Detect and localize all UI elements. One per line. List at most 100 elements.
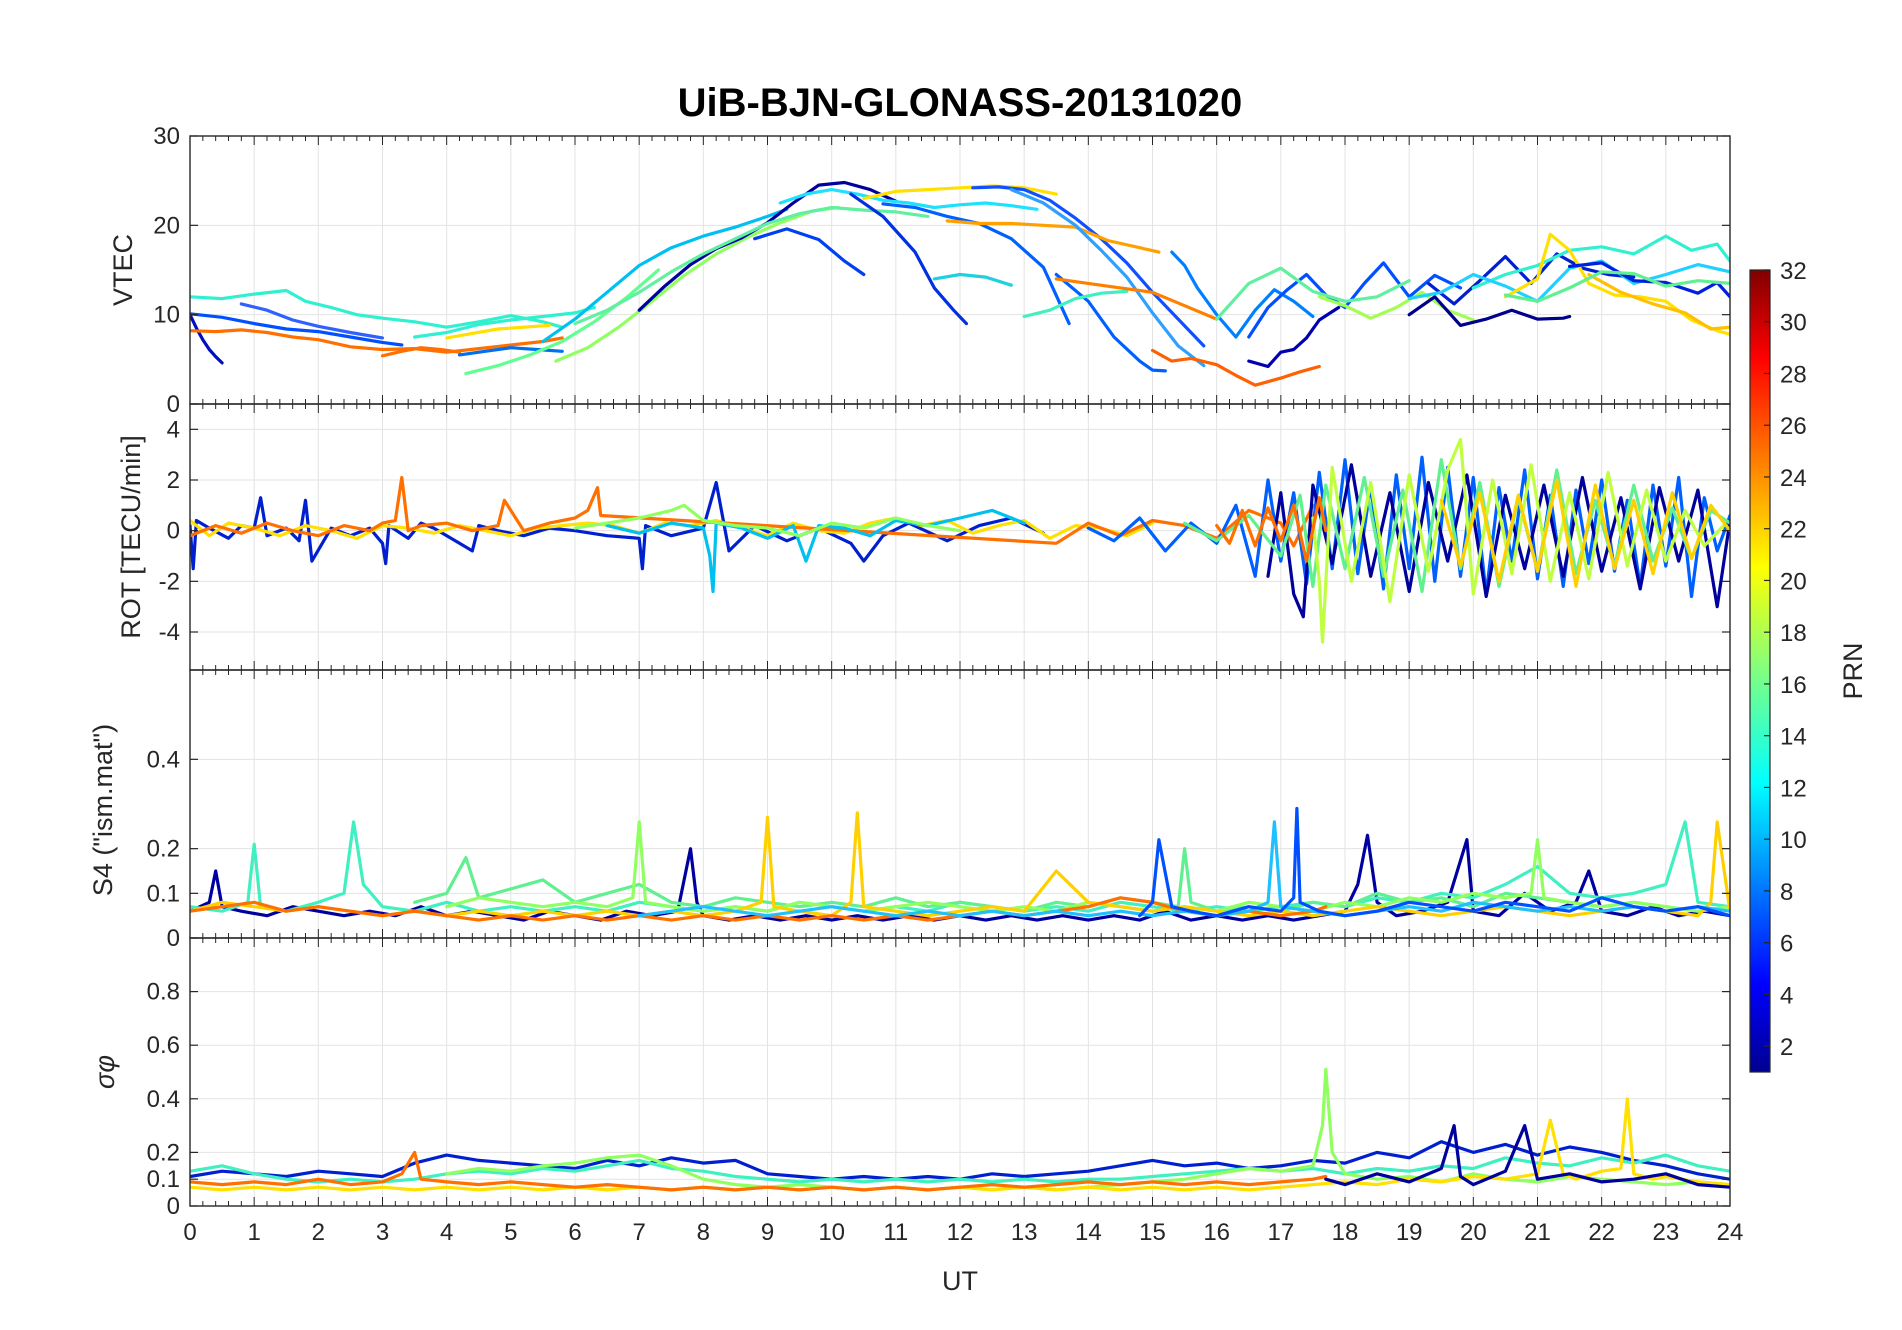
y-tick-label: 0.2 bbox=[147, 836, 180, 863]
s4-ylabel: S4 ("ism.mat") bbox=[88, 724, 118, 896]
x-tick-label: 8 bbox=[697, 1219, 710, 1246]
series-line bbox=[1439, 478, 1730, 589]
s4-series bbox=[190, 806, 1730, 922]
series-line bbox=[1247, 261, 1463, 339]
y-tick-label: 0 bbox=[167, 518, 180, 545]
series-line bbox=[239, 302, 385, 340]
y-tick-label: 0.4 bbox=[147, 1086, 180, 1113]
colorbar-label: PRN bbox=[1838, 642, 1868, 699]
x-tick-label: 18 bbox=[1332, 1219, 1359, 1246]
x-tick-label: 9 bbox=[761, 1219, 774, 1246]
colorbar-tick-label: 2 bbox=[1780, 1034, 1793, 1061]
series-line bbox=[945, 219, 1161, 254]
sigma-phi-ylabel: σφ bbox=[90, 1055, 120, 1089]
colorbar-tick-label: 4 bbox=[1780, 982, 1793, 1009]
y-tick-label: 0.4 bbox=[147, 746, 180, 773]
colorbar-tick-label: 28 bbox=[1780, 361, 1807, 388]
series-line bbox=[573, 205, 930, 326]
y-tick-label: 0 bbox=[167, 1193, 180, 1220]
series-line bbox=[932, 272, 1013, 287]
colorbar-tick-label: 10 bbox=[1780, 827, 1807, 854]
series-line bbox=[190, 328, 564, 354]
y-tick-label: 0.2 bbox=[147, 1139, 180, 1166]
y-tick-label: 0.6 bbox=[147, 1032, 180, 1059]
y-tick-label: 0.1 bbox=[147, 1166, 180, 1193]
series-line bbox=[573, 503, 962, 538]
colorbar-tick-label: 18 bbox=[1780, 620, 1807, 647]
x-tick-label: 3 bbox=[376, 1219, 389, 1246]
series-line bbox=[190, 288, 564, 329]
y-tick-label: 2 bbox=[167, 467, 180, 494]
series-line bbox=[1247, 305, 1341, 369]
colorbar-tick-label: 14 bbox=[1780, 724, 1807, 751]
series-line bbox=[753, 227, 866, 277]
x-tick-label: 5 bbox=[504, 1219, 517, 1246]
series-line bbox=[849, 192, 969, 326]
sigma-phi-series bbox=[190, 1067, 1730, 1192]
series-line bbox=[862, 184, 1058, 201]
series-line bbox=[1138, 806, 1730, 918]
x-tick-label: 4 bbox=[440, 1219, 453, 1246]
series-line bbox=[1150, 348, 1321, 387]
colorbar-scale bbox=[1749, 269, 1771, 1073]
series-line bbox=[190, 516, 1155, 540]
series-line bbox=[778, 188, 1039, 211]
colorbar-tick-label: 12 bbox=[1780, 775, 1807, 802]
series-line bbox=[1266, 463, 1730, 619]
x-tick-label: 13 bbox=[1011, 1219, 1038, 1246]
colorbar-tick-label: 22 bbox=[1780, 517, 1807, 544]
x-tick-label: 1 bbox=[247, 1219, 260, 1246]
series-line bbox=[554, 205, 840, 363]
y-tick-label: 4 bbox=[167, 416, 180, 443]
series-line bbox=[1311, 437, 1726, 644]
series-line bbox=[1215, 266, 1411, 321]
x-tick-label: 21 bbox=[1524, 1219, 1551, 1246]
sigma-phi-panel: 00.10.2 0.4 0.6 0.8 σφ bbox=[90, 937, 1731, 1220]
x-tick-label: 15 bbox=[1139, 1219, 1166, 1246]
x-tick-label: 19 bbox=[1396, 1219, 1423, 1246]
series-line bbox=[1587, 272, 1730, 331]
colorbar-tick-label: 30 bbox=[1780, 310, 1807, 337]
x-tick-label: 24 bbox=[1717, 1219, 1744, 1246]
series-line bbox=[1407, 295, 1572, 327]
x-tick-label: 22 bbox=[1588, 1219, 1615, 1246]
colorbar-tick-label: 26 bbox=[1780, 413, 1807, 440]
colorbar-tick-label: 16 bbox=[1780, 672, 1807, 699]
series-line bbox=[380, 346, 462, 358]
chart-title: UiB-BJN-GLONASS-20131020 bbox=[678, 81, 1243, 125]
series-line bbox=[190, 313, 224, 365]
y-tick-label: 30 bbox=[153, 123, 180, 150]
series-line bbox=[1407, 259, 1730, 303]
series-line bbox=[1022, 289, 1129, 319]
colorbar-tick-label: 24 bbox=[1780, 465, 1807, 492]
series-line bbox=[541, 207, 789, 344]
x-tick-label: 17 bbox=[1267, 1219, 1294, 1246]
x-tick-label: 2 bbox=[312, 1219, 325, 1246]
y-tick-label: 20 bbox=[153, 212, 180, 239]
axes-box bbox=[189, 937, 1731, 1207]
y-tick-label: 0.1 bbox=[147, 880, 180, 907]
x-tick-label: 7 bbox=[632, 1219, 645, 1246]
y-tick-label: 10 bbox=[153, 302, 180, 329]
sigma-phi-axes: 00.10.2 0.4 0.6 0.8 bbox=[147, 937, 1731, 1220]
colorbar-tick-label: 32 bbox=[1780, 258, 1807, 285]
series-line bbox=[1324, 1123, 1730, 1189]
x-axis-ticks: 0 1 2 3 4 5 6 7 8 9 10 11 12 13 14 15 16 17 18 19 20 21 22 23 24 bbox=[183, 1219, 1743, 1246]
series-line bbox=[445, 323, 551, 340]
rot-panel: -4 -2 0 2 4 ROT [TECU/min] bbox=[116, 403, 1731, 671]
s4-axes: 0 0.1 0.2 0.4 bbox=[147, 669, 1731, 952]
vtec-series bbox=[190, 180, 1730, 387]
series-line bbox=[1471, 234, 1730, 290]
colorbar-tick-label: 20 bbox=[1780, 568, 1807, 595]
x-tick-label: 23 bbox=[1652, 1219, 1679, 1246]
series-line bbox=[190, 312, 404, 347]
x-tick-label: 10 bbox=[818, 1219, 845, 1246]
colorbar-tick-label: 8 bbox=[1780, 879, 1793, 906]
series-line bbox=[1170, 250, 1315, 339]
series-line bbox=[413, 305, 596, 339]
series-line bbox=[1009, 188, 1206, 368]
x-tick-label: 0 bbox=[183, 1219, 196, 1246]
